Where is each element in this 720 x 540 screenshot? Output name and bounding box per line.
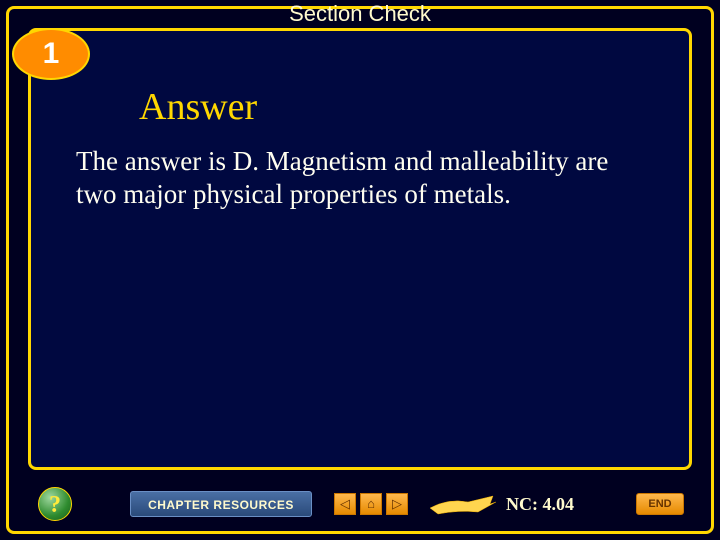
slide-container: Section Check Answer The answer is D. Ma… (0, 0, 720, 540)
help-icon: ? (38, 487, 72, 521)
answer-body-text: The answer is D. Magnetism and malleabil… (76, 145, 644, 211)
nav-prev-button[interactable]: ◁ (334, 493, 356, 515)
badge-ellipse: 1 (12, 28, 90, 80)
swoosh-decoration (428, 490, 498, 518)
nav-home-button[interactable]: ⌂ (360, 493, 382, 515)
nav-controls: ◁ ⌂ ▷ (334, 493, 408, 515)
section-number-badge: 1 (12, 28, 90, 80)
badge-number: 1 (43, 37, 60, 71)
bottom-toolbar: ? CHAPTER RESOURCES ◁ ⌂ ▷ NC: 4.04 END (28, 480, 692, 528)
nav-next-button[interactable]: ▷ (386, 493, 408, 515)
inner-frame: Answer The answer is D. Magnetism and ma… (28, 28, 692, 470)
answer-heading: Answer (139, 85, 257, 129)
chapter-resources-button[interactable]: CHAPTER RESOURCES (130, 491, 312, 517)
help-button[interactable]: ? (38, 487, 72, 521)
nc-standard-label: NC: 4.04 (506, 494, 574, 515)
end-button[interactable]: END (636, 493, 684, 515)
section-title: Section Check (0, 1, 720, 27)
